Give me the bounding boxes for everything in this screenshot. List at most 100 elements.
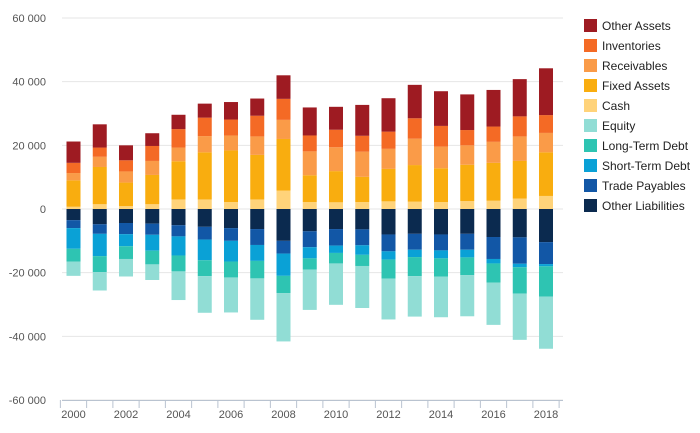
bar-other-assets-2014 [434,91,448,126]
y-tick-label: -20 000 [9,268,46,280]
legend-swatch-receivables[interactable] [584,59,597,72]
bar-short-term-debt-2018 [539,264,553,267]
bar-other-assets-2006 [224,102,238,120]
bar-other-liabilities-2001 [92,209,107,225]
bar-receivables-2002 [119,171,133,183]
bar-receivables-2000 [66,173,81,181]
bar-equity-2003 [145,264,160,280]
bar-short-term-debt-2006 [224,240,238,262]
bar-other-assets-2017 [512,79,527,117]
bar-receivables-2003 [145,160,160,175]
bar-trade-payables-2007 [250,229,265,245]
bar-trade-payables-2002 [119,223,133,235]
bar-trade-payables-2014 [434,234,448,251]
bar-long-term-debt-2003 [145,250,160,265]
bar-other-assets-2001 [92,124,107,148]
bar-cash-2006 [224,201,238,209]
bar-long-term-debt-2005 [197,260,212,277]
bar-inventories-2014 [434,125,448,147]
bar-fixed-assets-2018 [539,152,553,196]
bar-cash-2018 [539,195,553,209]
bar-fixed-assets-2002 [119,182,133,207]
bar-short-term-debt-2002 [119,234,133,247]
bar-cash-2001 [92,204,107,209]
bar-trade-payables-2008 [276,240,291,254]
legend-label-receivables[interactable]: Receivables [602,59,667,73]
bar-short-term-debt-2011 [355,245,370,255]
y-tick-label: 40 000 [12,77,46,89]
legend-label-short-term-debt[interactable]: Short-Term Debt [602,159,691,173]
bar-equity-2001 [92,272,107,291]
bar-receivables-2008 [276,119,291,139]
bar-equity-2000 [66,261,81,276]
bar-inventories-2008 [276,98,291,120]
bar-inventories-2016 [486,126,501,142]
x-tick-label: 2012 [376,409,400,421]
bar-cash-2014 [434,201,448,209]
bar-inventories-2007 [250,115,265,137]
bar-other-liabilities-2015 [460,209,475,234]
x-tick-label: 2014 [429,409,453,421]
x-tick-label: 2008 [271,409,295,421]
bar-equity-2004 [171,271,186,301]
bar-receivables-2014 [434,146,448,169]
legend-swatch-inventories[interactable] [584,39,597,52]
legend-swatch-trade-payables[interactable] [584,179,597,192]
y-tick-label: 60 000 [12,13,46,25]
bar-equity-2011 [355,265,370,309]
bar-trade-payables-2011 [355,229,370,246]
x-tick-label: 2002 [114,409,138,421]
bar-other-liabilities-2018 [539,209,553,243]
legend-swatch-other-assets[interactable] [584,19,597,32]
bar-inventories-2011 [355,135,370,152]
bar-short-term-debt-2014 [434,250,448,259]
bar-fixed-assets-2015 [460,164,475,202]
bar-cash-2005 [197,199,212,209]
bar-fixed-assets-2005 [197,152,212,200]
legend-label-inventories[interactable]: Inventories [602,39,661,53]
bar-other-assets-2007 [250,98,265,116]
bar-receivables-2011 [355,151,370,177]
legend-swatch-cash[interactable] [584,99,597,112]
bar-equity-2007 [250,278,265,320]
bar-inventories-2013 [407,118,422,139]
legend-label-other-assets[interactable]: Other Assets [602,19,671,33]
bar-equity-2018 [539,296,553,349]
bar-short-term-debt-2009 [302,247,317,259]
legend-label-long-term-debt[interactable]: Long-Term Debt [602,139,689,153]
bar-long-term-debt-2014 [434,258,448,277]
legend-label-trade-payables[interactable]: Trade Payables [602,179,686,193]
x-tick-label: 2006 [219,409,243,421]
bar-trade-payables-2006 [224,228,238,241]
legend-swatch-equity[interactable] [584,119,597,132]
bar-equity-2006 [224,277,238,313]
bar-inventories-2000 [66,162,81,174]
bar-fixed-assets-2012 [381,168,396,202]
bar-short-term-debt-2017 [512,263,527,268]
bar-short-term-debt-2015 [460,249,475,258]
bar-equity-2013 [407,276,422,317]
bar-other-assets-2012 [381,98,396,132]
bar-cash-2003 [145,204,160,209]
x-tick-label: 2000 [61,409,85,421]
legend-swatch-other-liabilities[interactable] [584,199,597,212]
bar-inventories-2003 [145,145,160,161]
legend-label-equity[interactable]: Equity [602,119,635,133]
bar-other-assets-2000 [66,141,81,163]
bar-equity-2014 [434,276,448,318]
legend-swatch-long-term-debt[interactable] [584,139,597,152]
bar-equity-2002 [119,258,133,277]
legend-swatch-fixed-assets[interactable] [584,79,597,92]
legend-label-other-liabilities[interactable]: Other Liabilities [602,199,685,213]
bar-other-liabilities-2010 [329,209,343,230]
bar-fixed-assets-2017 [512,160,527,199]
legend-label-fixed-assets[interactable]: Fixed Assets [602,79,670,93]
legend-label-cash[interactable]: Cash [602,99,630,113]
bar-trade-payables-2009 [302,231,317,248]
bar-long-term-debt-2004 [171,255,186,272]
bar-inventories-2017 [512,116,527,137]
x-tick-label: 2018 [534,409,558,421]
legend-swatch-short-term-debt[interactable] [584,159,597,172]
bar-other-liabilities-2014 [434,209,448,235]
bar-other-liabilities-2017 [512,209,527,238]
